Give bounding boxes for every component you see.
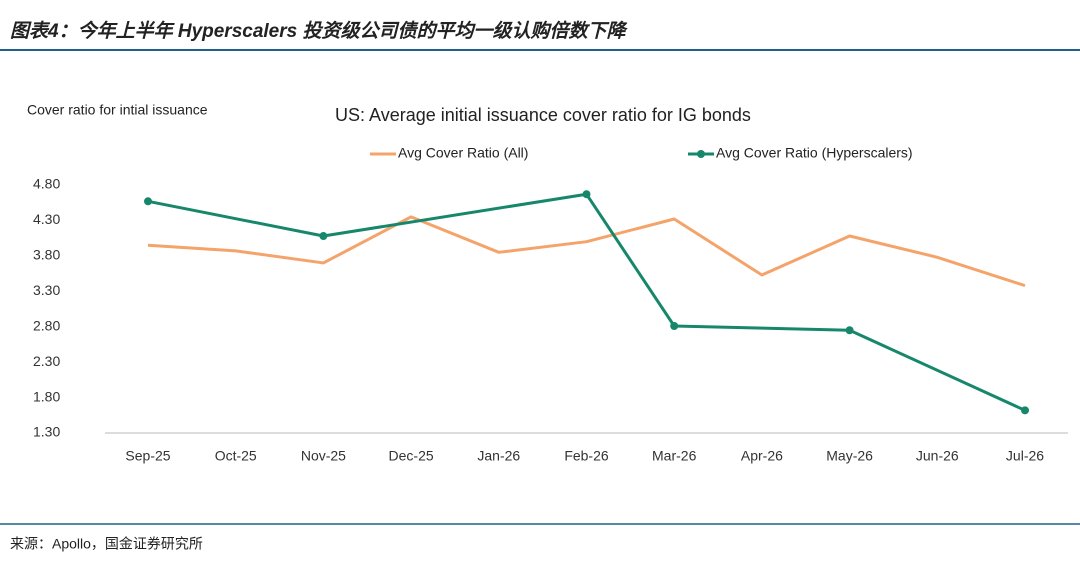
x-tick-label: Jan-26 — [477, 448, 520, 464]
x-tick-label: Mar-26 — [652, 448, 697, 464]
legend-marker — [697, 150, 705, 158]
point-marker — [144, 197, 152, 206]
x-tick-label: May-26 — [826, 448, 873, 464]
y-axis-label: Cover ratio for intial issuance — [27, 102, 208, 118]
series-line — [147, 215, 1026, 288]
y-tick-label: 1.30 — [33, 424, 60, 440]
y-tick-label: 2.80 — [33, 317, 60, 333]
x-tick-label: Sep-25 — [125, 448, 170, 464]
x-tick-label: Oct-25 — [215, 448, 257, 464]
y-tick-label: 3.30 — [33, 282, 60, 298]
point-marker — [319, 232, 328, 241]
y-tick-label: 4.80 — [33, 176, 60, 192]
x-tick-label: Jun-26 — [916, 448, 959, 464]
y-tick-label: 4.30 — [33, 211, 60, 227]
point-marker — [670, 322, 679, 331]
x-tick-label: Feb-26 — [564, 448, 609, 464]
y-tick-label: 1.80 — [33, 388, 60, 404]
point-marker — [1021, 406, 1029, 415]
point-marker — [582, 190, 591, 199]
point-marker — [845, 326, 854, 335]
y-tick-label: 2.30 — [33, 353, 60, 369]
x-tick-label: Dec-25 — [389, 448, 434, 464]
x-tick-label: Jul-26 — [1006, 448, 1044, 464]
figure-title: 图表4：今年上半年 Hyperscalers 投资级公司债的平均一级认购倍数下降 — [10, 20, 628, 42]
legend-label: Avg Cover Ratio (All) — [398, 145, 528, 161]
y-tick-label: 3.80 — [33, 247, 60, 263]
x-tick-label: Apr-26 — [741, 448, 783, 464]
x-tick-label: Nov-25 — [301, 448, 346, 464]
chart-title: US: Average initial issuance cover ratio… — [335, 105, 751, 125]
source: 来源：Apollo，国金证券研究所 — [10, 536, 203, 552]
legend-label: Avg Cover Ratio (Hyperscalers) — [716, 145, 913, 161]
series-line — [147, 192, 1026, 412]
